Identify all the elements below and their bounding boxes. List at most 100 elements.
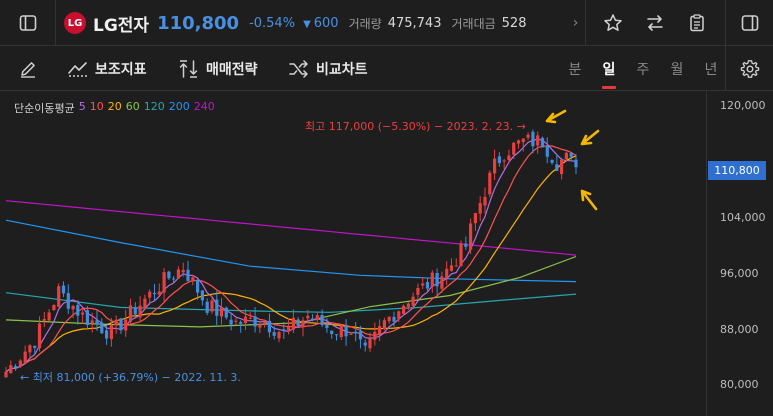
candle [315, 312, 319, 323]
right-panel-toggle-button[interactable] [725, 0, 773, 46]
highlight-arrows [545, 109, 600, 211]
candle [181, 262, 185, 277]
indicators-label: 보조지표 [95, 61, 147, 78]
candle-body [181, 270, 185, 273]
candle [397, 310, 401, 323]
candle-body [114, 319, 118, 326]
candle [425, 277, 430, 292]
candle [219, 297, 224, 325]
trade-value-label: 거래대금 [451, 16, 496, 31]
candle-body [435, 273, 439, 287]
candle [205, 298, 209, 316]
candle [248, 312, 252, 320]
favorite-button[interactable] [592, 0, 634, 46]
candle-body [172, 278, 176, 280]
candle-body [229, 319, 233, 325]
candle [373, 322, 377, 346]
candle [459, 240, 463, 267]
candle [382, 317, 386, 331]
candle [18, 359, 22, 368]
candle [416, 283, 420, 300]
candle-body [330, 330, 334, 334]
candle-body [497, 156, 501, 164]
candle-body [311, 318, 315, 320]
more-info-button[interactable]: › [566, 0, 586, 46]
candle-body [502, 160, 506, 162]
candle [210, 295, 214, 314]
compare-chart-button[interactable]: 비교차트 [288, 46, 368, 91]
candle [282, 321, 286, 339]
candle-body [248, 317, 252, 319]
change-amount-value: 600 [313, 15, 339, 31]
chart-settings-button[interactable] [725, 46, 773, 91]
sidebar-toggle-button[interactable] [0, 0, 56, 46]
strategy-label: 매매전략 [206, 61, 258, 78]
indicators-button[interactable]: 보조지표 [67, 46, 147, 91]
pencil-icon [21, 61, 35, 78]
tab-month[interactable]: 월 [670, 61, 684, 78]
candle-body [545, 145, 549, 157]
ma-legend-20: 20 [107, 100, 122, 113]
change-amount: ▼ 600 [303, 16, 339, 31]
candle [564, 151, 568, 162]
tab-day[interactable]: 일 [592, 46, 626, 91]
candle [277, 330, 281, 343]
strategy-button[interactable]: 매매전략 [178, 46, 258, 91]
ma-200-line [5, 219, 577, 283]
low-annotation: ← 최저 81,000 (+36.79%) − 2022. 11. 3. [20, 371, 241, 384]
candle-body [516, 140, 521, 144]
candle-body [301, 320, 305, 327]
star-icon [604, 14, 622, 31]
draw-tool-button[interactable] [0, 46, 56, 91]
price-chart[interactable]: 단순이동평균 5 10 20 60 120 200 240 120,000 10… [0, 91, 773, 416]
volume-label: 거래량 [348, 16, 382, 31]
ma-legend[interactable]: 단순이동평균 5 10 20 60 120 200 240 [14, 100, 219, 116]
candle [263, 321, 267, 328]
candle [100, 318, 104, 334]
ma-legend-title: 단순이동평균 [14, 102, 75, 115]
swap-icon [647, 15, 663, 31]
candle-body [23, 351, 27, 364]
clipboard-icon [690, 14, 704, 32]
candle [9, 360, 13, 374]
candle-body [363, 342, 367, 346]
ma-legend-60: 60 [125, 100, 140, 113]
arrow-icon [580, 129, 600, 146]
memo-button[interactable] [676, 0, 718, 46]
candle [196, 279, 200, 300]
candle [330, 330, 334, 339]
candle-body [9, 365, 13, 374]
candle [224, 306, 228, 320]
candle [430, 270, 434, 293]
candle [148, 289, 152, 305]
candle [61, 281, 66, 298]
candle-body [425, 282, 430, 289]
stock-name[interactable]: LG전자 [93, 15, 150, 36]
candle [454, 258, 458, 267]
tab-week[interactable]: 주 [636, 61, 650, 78]
candle-body [334, 334, 339, 336]
candle [435, 268, 439, 295]
candle-body [18, 360, 22, 367]
candle-body [152, 292, 157, 295]
candle-body [157, 291, 161, 295]
candle-body [569, 153, 573, 157]
tab-minute[interactable]: 분 [568, 61, 582, 78]
candlestick-plot[interactable]: 120,000 104,000 96,000 88,000 80,000 최고 … [0, 91, 773, 416]
tab-year[interactable]: 년 [704, 61, 718, 78]
candle [406, 302, 410, 311]
candle-body [560, 159, 564, 174]
switch-button[interactable] [634, 0, 676, 46]
price-axis: 120,000 104,000 96,000 88,000 80,000 [720, 99, 766, 391]
candle-body [483, 197, 487, 206]
right-panel-icon [741, 15, 758, 31]
y-tick-label: 104,000 [720, 211, 766, 224]
gear-icon [740, 59, 759, 78]
candle [234, 318, 238, 326]
candle [33, 345, 37, 356]
candle-body [550, 159, 554, 163]
candle-body [14, 366, 18, 368]
candle [378, 319, 382, 342]
candle-body [526, 134, 530, 138]
candle-body [143, 298, 147, 309]
